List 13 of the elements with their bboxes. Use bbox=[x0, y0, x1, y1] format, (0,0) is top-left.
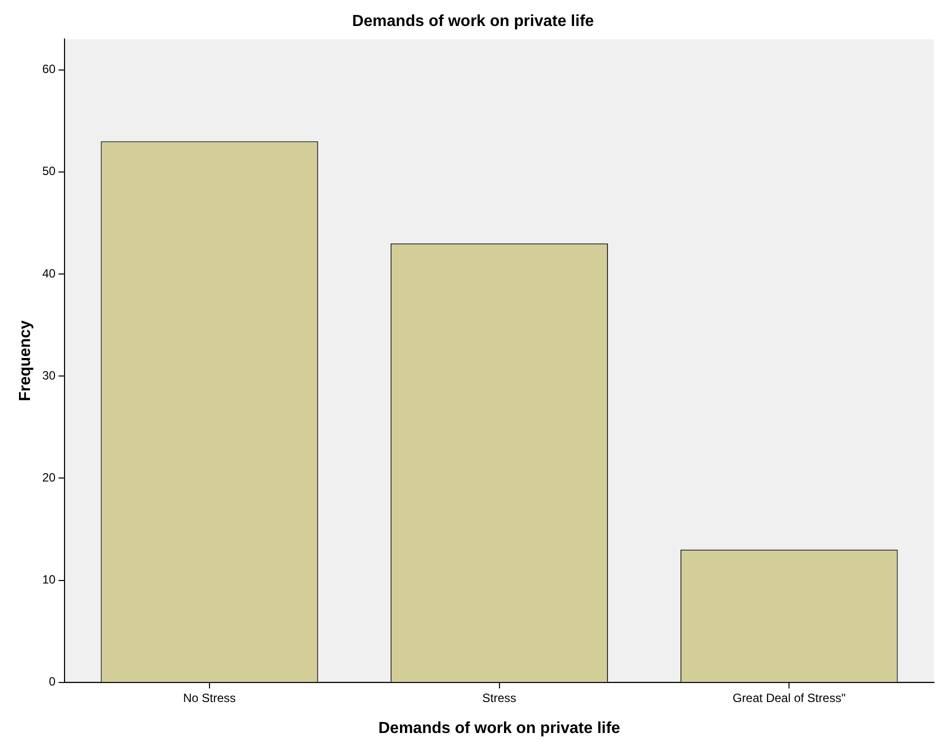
x-tick-label: Great Deal of Stress" bbox=[732, 690, 846, 705]
y-tick-label: 10 bbox=[42, 572, 56, 587]
y-tick-label: 30 bbox=[42, 368, 56, 382]
y-axis-title: Frequency bbox=[17, 320, 34, 402]
y-tick-label: 0 bbox=[48, 674, 56, 689]
x-tick-label: No Stress bbox=[183, 690, 236, 705]
chart-title: Demands of work on private life bbox=[352, 13, 594, 30]
y-tick-label: 50 bbox=[42, 164, 56, 178]
x-axis-title: Demands of work on private life bbox=[378, 720, 620, 737]
x-tick-label: Stress bbox=[482, 690, 516, 705]
y-tick-label: 40 bbox=[42, 266, 56, 280]
y-tick-label: 60 bbox=[42, 62, 56, 76]
y-tick-label: 20 bbox=[42, 470, 56, 485]
